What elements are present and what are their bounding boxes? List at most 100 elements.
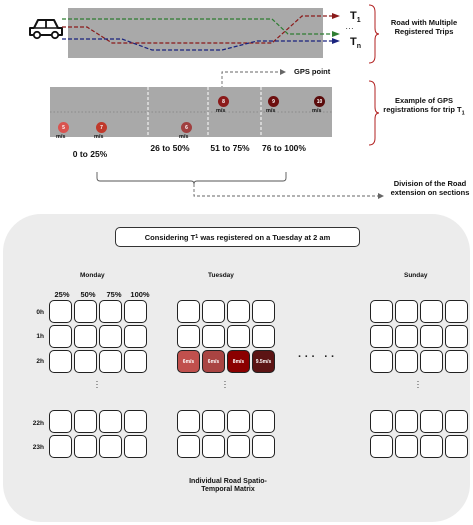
matrix-cell <box>99 350 122 373</box>
trip-paths <box>62 13 340 51</box>
section-label: 26 to 50% <box>150 143 190 153</box>
monday-grid-bottom <box>49 410 147 458</box>
trip-label-last: Tn <box>350 36 362 51</box>
vertical-ellipsis: · · · <box>95 376 99 392</box>
matrix-cell <box>395 325 418 348</box>
tuesday-grid-bottom <box>177 410 275 458</box>
section-header: 25% <box>54 290 70 299</box>
matrix-cell <box>49 410 72 433</box>
section-header: 100% <box>130 290 150 299</box>
vertical-ellipsis: · · · <box>416 376 420 392</box>
matrix-cell <box>420 300 443 323</box>
section-header: 50% <box>80 290 96 299</box>
hour-label: 0h <box>36 309 44 316</box>
matrix-cell <box>252 410 275 433</box>
bracket-top <box>368 4 380 64</box>
matrix-cell <box>202 410 225 433</box>
matrix-cell <box>370 410 393 433</box>
matrix-cell <box>99 300 122 323</box>
hour-label: 22h <box>32 420 44 427</box>
matrix-cell <box>202 435 225 458</box>
matrix-cell <box>49 325 72 348</box>
matrix-cell <box>395 410 418 433</box>
car-icon <box>29 19 63 40</box>
matrix-cell <box>74 325 97 348</box>
matrix-cell <box>420 410 443 433</box>
matrix-cell <box>124 300 147 323</box>
matrix-cell <box>177 300 200 323</box>
gps-speed-unit: m/s <box>266 108 276 114</box>
matrix-cell <box>99 325 122 348</box>
gps-speed-point: 7 <box>96 122 107 133</box>
gps-speed-unit: m/s <box>216 108 226 114</box>
section-headers: 25% 50% 75% 100% <box>50 290 152 299</box>
matrix-cell <box>227 410 250 433</box>
gps-speed-point: 6 <box>181 122 192 133</box>
section-label: 0 to 25% <box>72 149 108 159</box>
division-description: Division of the Road extension on sectio… <box>390 179 470 197</box>
matrix-cell <box>177 325 200 348</box>
matrix-cell <box>252 435 275 458</box>
trip-label-dots: … <box>345 21 354 31</box>
hour-label: 1h <box>36 333 44 340</box>
matrix-cell <box>74 435 97 458</box>
matrix-cell <box>177 410 200 433</box>
section-label: 51 to 75% <box>210 143 250 153</box>
matrix-cell <box>420 350 443 373</box>
matrix-cell <box>74 300 97 323</box>
section-header: 75% <box>106 290 122 299</box>
matrix-cell <box>49 435 72 458</box>
matrix-cell <box>370 435 393 458</box>
hour-label: 23h <box>32 444 44 451</box>
gps-speed-point: 5 <box>58 122 69 133</box>
matrix-cell <box>227 435 250 458</box>
matrix-footer: Individual Road Spatio-Temporal Matrix <box>189 478 267 494</box>
matrix-cell <box>124 410 147 433</box>
matrix-cell <box>445 435 468 458</box>
matrix-cell <box>445 410 468 433</box>
matrix-cell <box>420 325 443 348</box>
matrix-cell <box>99 410 122 433</box>
matrix-cell <box>420 435 443 458</box>
matrix-cell <box>74 350 97 373</box>
matrix-cell <box>252 300 275 323</box>
gps-dividers <box>50 87 332 137</box>
gps-point-label: GPS point <box>294 67 331 76</box>
gps-speed-point: 9 <box>268 96 279 107</box>
day-label-sunday: Sunday <box>404 272 428 279</box>
matrix-cell <box>395 300 418 323</box>
day-label-tuesday: Tuesday <box>208 272 234 279</box>
division-bracket <box>96 172 384 199</box>
matrix-cell <box>124 325 147 348</box>
matrix-cell <box>395 435 418 458</box>
gps-speed-point: 8 <box>218 96 229 107</box>
speed-cell: 6m/s <box>202 350 225 373</box>
tuesday-grid-top: 6m/s 6m/s 8m/s 9.5m/s <box>177 300 275 373</box>
matrix-cell <box>370 325 393 348</box>
matrix-cell <box>445 300 468 323</box>
matrix-cell <box>202 300 225 323</box>
horizontal-ellipsis: · · · · · <box>298 351 335 363</box>
matrix-cell <box>252 325 275 348</box>
matrix-cell <box>177 435 200 458</box>
matrix-cell <box>227 325 250 348</box>
matrix-cell <box>227 300 250 323</box>
hour-label: 2h <box>36 358 44 365</box>
gps-speed-unit: m/s <box>94 134 104 140</box>
matrix-cell <box>99 435 122 458</box>
trip-label-first: T1 <box>350 10 361 25</box>
matrix-cell <box>395 350 418 373</box>
speed-cell: 8m/s <box>227 350 250 373</box>
vertical-ellipsis: · · · <box>223 376 227 392</box>
matrix-cell <box>49 350 72 373</box>
speed-cell: 6m/s <box>177 350 200 373</box>
speed-cell: 9.5m/s <box>252 350 275 373</box>
matrix-cell <box>74 410 97 433</box>
matrix-cell <box>370 300 393 323</box>
gps-pointer-line <box>221 69 286 94</box>
gps-speed-unit: m/s <box>312 108 322 114</box>
bracket-gps <box>368 80 380 146</box>
sunday-grid-top <box>370 300 468 373</box>
section-label: 76 to 100% <box>262 143 306 153</box>
